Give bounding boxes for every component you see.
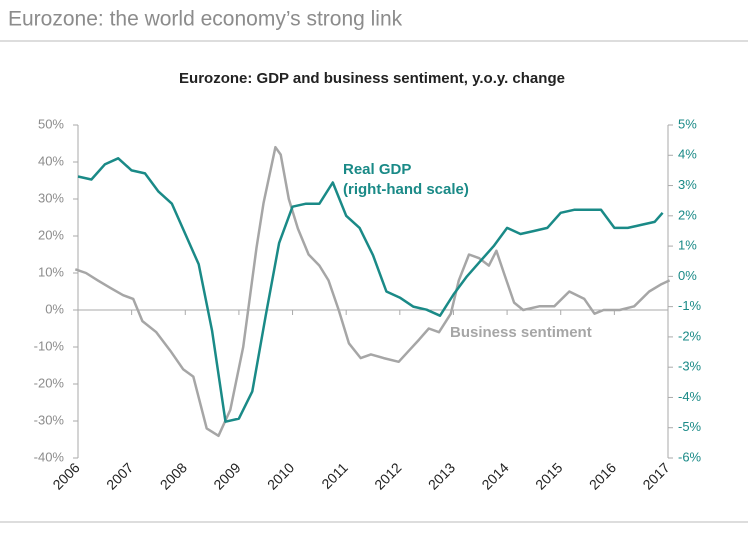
x-tick-label: 2016 — [586, 459, 619, 492]
y-tick-label: -30% — [34, 412, 65, 427]
y2-tick-label: 5% — [678, 116, 697, 131]
y-tick-label: -20% — [34, 375, 65, 390]
y2-tick-label: -6% — [678, 449, 702, 464]
y-tick-label: 30% — [38, 190, 64, 205]
y2-tick-label: 1% — [678, 238, 697, 253]
y-tick-label: 10% — [38, 264, 64, 279]
header: Eurozone: the world economy’s strong lin… — [8, 8, 403, 31]
annotation: Business sentiment — [450, 324, 592, 341]
y2-tick-label: 4% — [678, 147, 697, 162]
y-tick-label: 40% — [38, 153, 64, 168]
x-tick-label: 2012 — [371, 459, 404, 492]
x-tick-label: 2015 — [532, 459, 565, 492]
y-tick-label: -40% — [34, 449, 65, 464]
y-tick-label: -10% — [34, 338, 65, 353]
y2-tick-label: 2% — [678, 207, 697, 222]
annotation: (right-hand scale) — [343, 181, 469, 198]
x-tick-label: 2010 — [264, 459, 297, 492]
y2-tick-label: -2% — [678, 328, 702, 343]
x-tick-label: 2013 — [425, 459, 458, 492]
chart-title: Eurozone: GDP and business sentiment, y.… — [179, 70, 565, 87]
x-tick-label: 2014 — [478, 459, 511, 492]
y2-tick-label: 3% — [678, 177, 697, 192]
x-tick-label: 2008 — [157, 459, 190, 492]
y2-tick-label: -1% — [678, 298, 702, 313]
x-tick-label: 2007 — [103, 459, 136, 492]
series-line — [77, 157, 664, 423]
annotation: Real GDP — [343, 161, 411, 178]
x-tick-label: 2017 — [639, 459, 672, 492]
x-tick-label: 2009 — [210, 459, 243, 492]
y-tick-label: 0% — [45, 301, 64, 316]
x-tick-label: 2011 — [318, 459, 351, 492]
series-line — [74, 145, 671, 438]
y-tick-label: 20% — [38, 227, 64, 242]
y-tick-label: 50% — [38, 116, 64, 131]
y2-tick-label: -4% — [678, 389, 702, 404]
y2-tick-label: 0% — [678, 268, 697, 283]
y2-tick-label: -5% — [678, 419, 702, 434]
y2-tick-label: -3% — [678, 359, 702, 374]
